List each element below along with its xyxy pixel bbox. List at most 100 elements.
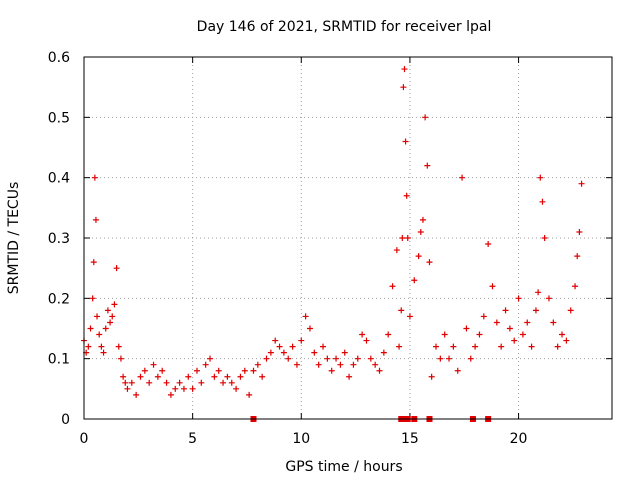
data-point xyxy=(96,331,103,338)
data-point xyxy=(259,373,266,380)
data-point xyxy=(393,247,400,254)
y-tick-label: 0.5 xyxy=(48,110,70,126)
data-point xyxy=(91,174,98,181)
y-tick-label: 0 xyxy=(61,412,70,428)
data-point xyxy=(246,391,253,398)
data-point xyxy=(100,349,107,356)
data-point xyxy=(337,361,344,368)
data-point xyxy=(163,379,170,386)
data-point xyxy=(467,355,474,362)
chart-title: Day 146 of 2021, SRMTID for receiver lpa… xyxy=(197,19,492,35)
data-point xyxy=(385,331,392,338)
data-point xyxy=(433,343,439,350)
data-point xyxy=(107,319,114,326)
data-point xyxy=(372,361,379,368)
data-point xyxy=(459,174,466,181)
x-tick-label: 10 xyxy=(292,431,310,447)
data-point xyxy=(346,373,353,380)
x-tick-label: 15 xyxy=(401,431,419,447)
data-point xyxy=(117,355,124,362)
data-point xyxy=(189,385,196,392)
data-point xyxy=(272,337,279,344)
data-point xyxy=(122,379,129,386)
data-point xyxy=(306,325,313,332)
data-point xyxy=(92,216,99,223)
data-point xyxy=(324,355,331,362)
x-axis-label: GPS time / hours xyxy=(285,459,402,475)
data-point xyxy=(113,265,120,272)
y-tick-label: 0.6 xyxy=(48,50,70,66)
data-point xyxy=(359,331,366,338)
data-point xyxy=(402,138,409,145)
plot-frame xyxy=(83,56,613,420)
data-point xyxy=(228,379,235,386)
data-point xyxy=(167,391,174,398)
data-point xyxy=(502,307,509,314)
data-point xyxy=(541,235,548,241)
data-point xyxy=(576,228,583,235)
data-point xyxy=(146,379,153,386)
data-point xyxy=(87,325,94,332)
data-point xyxy=(250,367,257,374)
y-tick-label: 0.4 xyxy=(48,171,70,187)
data-point xyxy=(398,307,405,314)
data-point xyxy=(472,343,479,350)
grid-lines xyxy=(84,57,612,419)
data-point xyxy=(426,259,433,266)
data-point xyxy=(554,343,561,350)
data-point xyxy=(320,343,327,350)
data-point xyxy=(154,373,161,380)
data-point xyxy=(263,355,270,362)
data-point xyxy=(506,325,513,332)
data-point xyxy=(124,385,131,392)
x-tick-label: 0 xyxy=(80,431,89,447)
data-point xyxy=(311,349,318,356)
y-tick-label: 0.2 xyxy=(48,291,70,307)
data-point xyxy=(446,355,453,362)
data-point xyxy=(315,361,322,368)
data-point xyxy=(276,343,283,350)
data-point xyxy=(515,295,522,302)
data-point xyxy=(498,343,505,350)
data-point xyxy=(578,180,585,187)
data-point xyxy=(493,319,500,326)
data-point xyxy=(574,253,581,260)
data-point xyxy=(535,289,542,296)
data-point xyxy=(85,343,92,350)
data-point xyxy=(428,373,435,380)
data-point xyxy=(104,307,111,314)
data-point xyxy=(128,379,135,386)
data-point xyxy=(237,373,244,380)
data-point xyxy=(298,337,305,344)
data-point xyxy=(422,114,429,121)
data-point xyxy=(367,355,374,362)
data-point xyxy=(519,331,526,338)
data-point xyxy=(111,301,118,308)
data-point xyxy=(185,373,192,380)
data-point xyxy=(485,241,492,248)
data-point xyxy=(137,373,144,380)
y-axis-label: SRMTID / TECUs xyxy=(6,182,22,295)
data-point xyxy=(524,319,531,326)
data-point xyxy=(376,367,383,374)
data-point xyxy=(115,343,122,350)
data-point xyxy=(133,391,140,398)
data-point xyxy=(94,313,101,320)
data-point xyxy=(89,295,96,302)
data-point xyxy=(224,373,231,380)
y-tick-label: 0.1 xyxy=(48,352,70,368)
data-point xyxy=(563,337,570,344)
data-point xyxy=(285,355,292,362)
data-point xyxy=(403,192,410,199)
data-point xyxy=(198,379,205,386)
data-point xyxy=(120,373,127,380)
data-point xyxy=(180,385,187,392)
data-point xyxy=(302,313,309,320)
axis-ticks: 0 0.1 0.2 0.3 0.4 0.5 0.6 0 5 10 15 20 xyxy=(48,50,612,447)
data-point xyxy=(437,355,444,362)
data-point xyxy=(207,355,214,362)
x-tick-label: 5 xyxy=(188,431,197,447)
data-point xyxy=(406,313,413,320)
data-point xyxy=(399,235,406,241)
